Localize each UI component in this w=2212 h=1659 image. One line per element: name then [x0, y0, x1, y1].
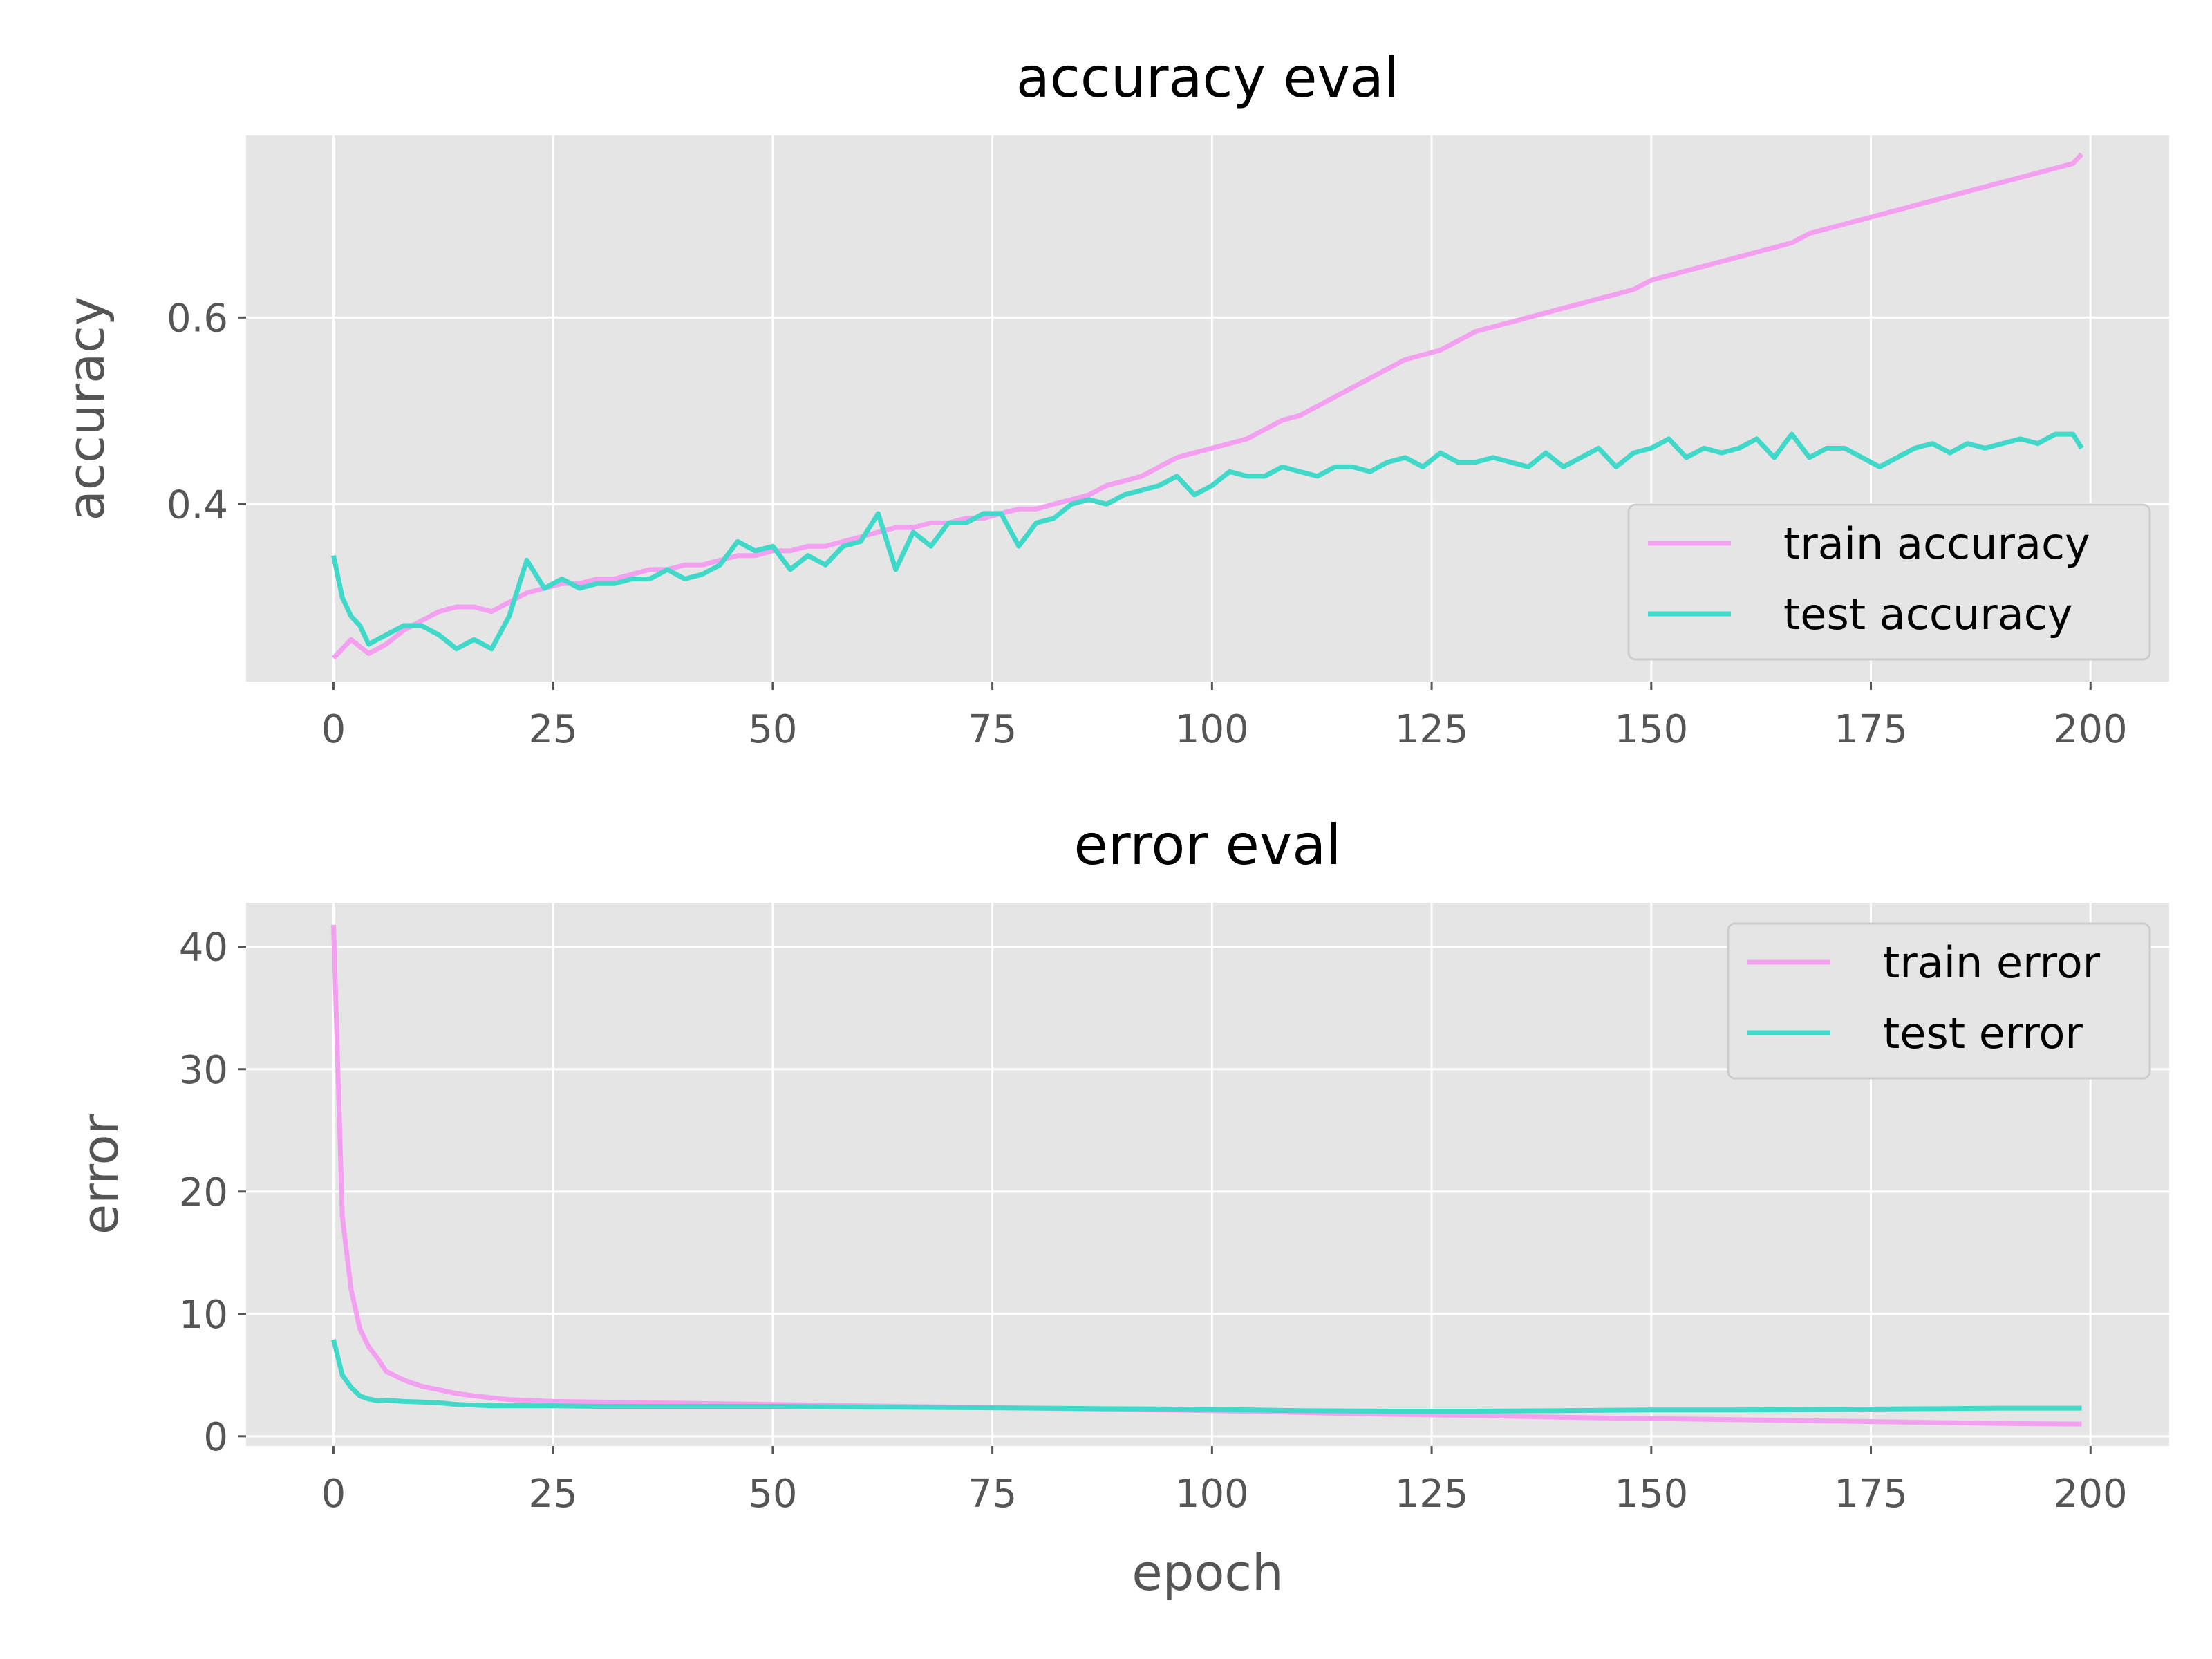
accuracy-legend-frame — [1627, 503, 2151, 661]
accuracy-y-tick-label: 0.6 — [167, 296, 228, 341]
error-x-tick-label: 75 — [968, 1472, 1017, 1517]
error-x-tick-label: 100 — [1175, 1472, 1249, 1517]
accuracy-x-tick-label: 175 — [1834, 707, 1908, 752]
train-error-line — [331, 924, 2082, 1427]
error-ticks: 0 25 50 75 100 125 150 175 200 0 10 20 30 40 — [179, 926, 2128, 1517]
error-x-tick-label: 200 — [2054, 1472, 2128, 1517]
error-x-tick-label: 25 — [529, 1472, 578, 1517]
legend-train-accuracy-label: train accuracy — [1783, 518, 2090, 569]
error-x-tick-label: 150 — [1614, 1472, 1688, 1517]
error-y-tick-label: 30 — [179, 1048, 228, 1093]
error-y-tick-label: 40 — [179, 926, 228, 971]
accuracy-y-tick-label: 0.4 — [167, 482, 228, 527]
error-legend-frame — [1727, 922, 2151, 1080]
legend-test-error-label: test error — [1883, 1008, 2083, 1058]
error-x-tick-label: 0 — [321, 1472, 346, 1517]
accuracy-y-axis-label: accuracy — [57, 297, 115, 521]
error-y-tick-label: 10 — [179, 1293, 228, 1338]
accuracy-x-tick-label: 50 — [748, 707, 797, 752]
test-accuracy-line — [331, 431, 2084, 652]
error-chart-title: error eval — [1074, 813, 1342, 877]
accuracy-series — [331, 152, 2084, 660]
error-x-tick-label: 50 — [748, 1472, 797, 1517]
accuracy-x-tick-label: 25 — [529, 707, 578, 752]
accuracy-x-tick-label: 125 — [1395, 707, 1469, 752]
error-y-tick-label: 0 — [203, 1415, 228, 1460]
error-y-axis-label: error — [71, 1114, 129, 1235]
accuracy-x-tick-label: 0 — [321, 707, 346, 752]
legend-test-accuracy-label: test accuracy — [1783, 589, 2073, 639]
error-x-tick-label: 175 — [1834, 1472, 1908, 1517]
error-y-tick-label: 20 — [179, 1170, 228, 1215]
error-legend: train error test error — [1727, 922, 2151, 1080]
accuracy-x-tick-label: 75 — [968, 707, 1017, 752]
error-x-tick-label: 125 — [1395, 1472, 1469, 1517]
accuracy-x-tick-label: 100 — [1175, 707, 1249, 752]
accuracy-x-tick-label: 150 — [1614, 707, 1688, 752]
accuracy-chart-title: accuracy eval — [1016, 46, 1399, 110]
accuracy-legend: train accuracy test accuracy — [1627, 503, 2151, 661]
error-x-axis-label: epoch — [1132, 1544, 1283, 1602]
train-accuracy-line — [331, 152, 2084, 660]
accuracy-panel: 0 25 50 75 100 125 150 175 200 0.4 0.6 accuracy ev… — [57, 46, 2169, 752]
error-series — [331, 924, 2082, 1427]
error-panel: 0 25 50 75 100 125 150 175 200 0 10 20 30 40 error ev… — [71, 813, 2169, 1602]
accuracy-x-tick-label: 200 — [2054, 707, 2128, 752]
accuracy-ticks: 0 25 50 75 100 125 150 175 200 0.4 0.6 — [167, 296, 2128, 752]
legend-train-error-label: train error — [1883, 937, 2101, 988]
test-error-line — [331, 1339, 2082, 1414]
